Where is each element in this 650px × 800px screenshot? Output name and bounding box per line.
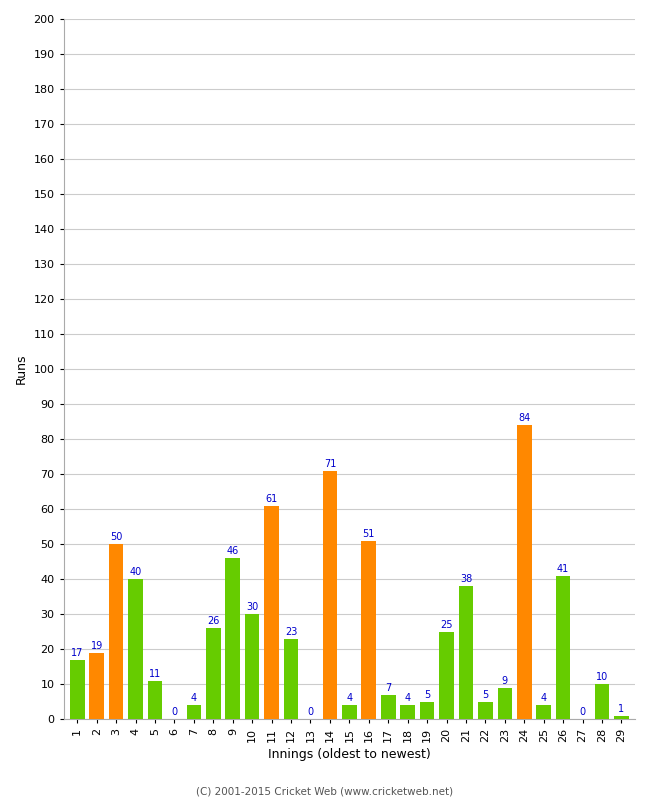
Bar <box>595 684 609 719</box>
Bar <box>265 506 279 719</box>
Bar <box>226 558 240 719</box>
Text: 30: 30 <box>246 602 258 612</box>
Bar <box>420 702 434 719</box>
Text: 1: 1 <box>618 704 625 714</box>
Bar <box>381 694 395 719</box>
Text: 50: 50 <box>110 532 122 542</box>
Text: 4: 4 <box>191 694 197 703</box>
Text: 19: 19 <box>90 641 103 651</box>
Text: 38: 38 <box>460 574 472 584</box>
Bar <box>70 660 84 719</box>
Text: 9: 9 <box>502 676 508 686</box>
Bar <box>342 705 357 719</box>
Text: 26: 26 <box>207 616 220 626</box>
Text: 51: 51 <box>363 529 375 539</box>
Text: 41: 41 <box>557 564 569 574</box>
Text: 40: 40 <box>129 567 142 578</box>
Text: (C) 2001-2015 Cricket Web (www.cricketweb.net): (C) 2001-2015 Cricket Web (www.cricketwe… <box>196 786 454 796</box>
Bar <box>90 653 104 719</box>
Bar <box>614 716 629 719</box>
Text: 4: 4 <box>541 694 547 703</box>
Bar <box>245 614 259 719</box>
Text: 25: 25 <box>440 620 453 630</box>
Bar <box>478 702 493 719</box>
Text: 23: 23 <box>285 627 297 637</box>
Bar <box>148 681 162 719</box>
Bar <box>361 541 376 719</box>
Text: 61: 61 <box>265 494 278 504</box>
Text: 46: 46 <box>227 546 239 556</box>
Text: 5: 5 <box>482 690 489 700</box>
Text: 84: 84 <box>518 414 530 423</box>
Text: 4: 4 <box>404 694 411 703</box>
Text: 7: 7 <box>385 683 391 693</box>
Text: 0: 0 <box>579 707 586 718</box>
Text: 10: 10 <box>596 673 608 682</box>
Bar <box>109 544 124 719</box>
Bar <box>517 425 532 719</box>
Bar <box>439 632 454 719</box>
Bar <box>187 705 202 719</box>
Bar <box>556 576 571 719</box>
Bar <box>497 688 512 719</box>
Text: 4: 4 <box>346 694 352 703</box>
X-axis label: Innings (oldest to newest): Innings (oldest to newest) <box>268 748 431 761</box>
Bar <box>459 586 473 719</box>
Text: 5: 5 <box>424 690 430 700</box>
Text: 71: 71 <box>324 459 336 469</box>
Bar <box>536 705 551 719</box>
Bar <box>284 638 298 719</box>
Bar <box>128 579 143 719</box>
Bar <box>400 705 415 719</box>
Text: 11: 11 <box>149 669 161 679</box>
Bar <box>322 470 337 719</box>
Text: 17: 17 <box>71 648 83 658</box>
Text: 0: 0 <box>172 707 177 718</box>
Text: 0: 0 <box>307 707 313 718</box>
Y-axis label: Runs: Runs <box>15 354 28 384</box>
Bar <box>206 628 220 719</box>
